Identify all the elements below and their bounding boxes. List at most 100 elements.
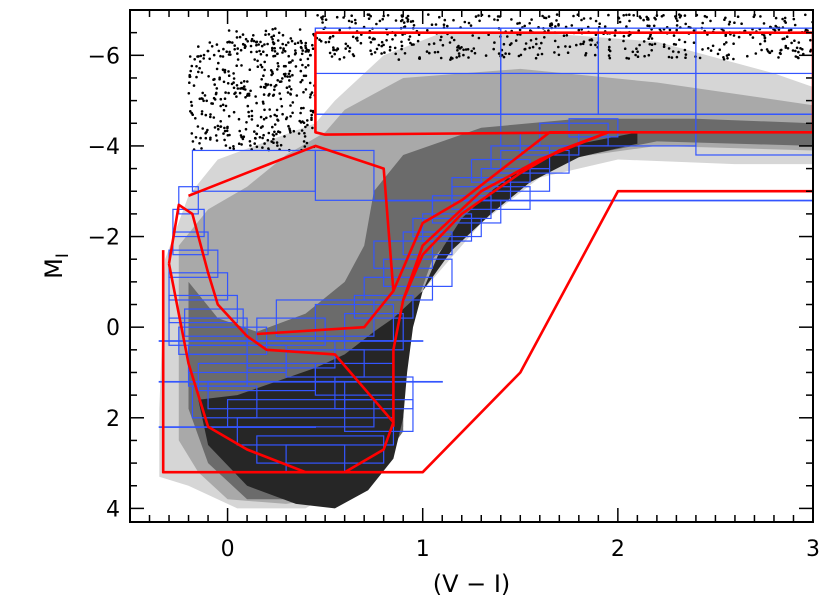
scatter-point — [438, 15, 441, 19]
scatter-point — [408, 35, 412, 38]
scatter-point — [402, 21, 406, 24]
scatter-point — [568, 45, 572, 48]
scatter-point — [797, 41, 801, 44]
scatter-point — [232, 145, 235, 148]
scatter-point — [336, 47, 339, 50]
scatter-point — [219, 54, 222, 58]
scatter-point — [263, 43, 266, 46]
scatter-point — [265, 53, 269, 57]
scatter-point — [547, 29, 550, 32]
scatter-point — [271, 49, 274, 52]
scatter-point — [260, 65, 264, 69]
scatter-point — [529, 29, 532, 32]
scatter-point — [262, 117, 266, 121]
scatter-point — [650, 43, 654, 46]
scatter-point — [784, 46, 788, 49]
scatter-point — [275, 114, 279, 118]
density-region-core — [198, 132, 638, 509]
scatter-point — [273, 85, 277, 88]
scatter-point — [722, 56, 725, 59]
scatter-point — [309, 109, 313, 113]
y-axis-title-main: M — [40, 258, 68, 279]
scatter-point — [208, 41, 212, 44]
scatter-point — [259, 63, 263, 67]
scatter-point — [331, 34, 335, 38]
scatter-point — [217, 49, 221, 53]
scatter-point — [310, 116, 313, 120]
grid-box — [191, 385, 258, 419]
scatter-point — [209, 115, 212, 119]
red-blue-loop-region — [188, 144, 395, 336]
scatter-point — [214, 92, 218, 96]
scatter-point — [276, 68, 279, 71]
scatter-point — [590, 38, 593, 41]
scatter-point — [262, 50, 265, 53]
scatter-point — [436, 50, 440, 54]
scatter-point — [566, 51, 570, 54]
scatter-point — [267, 147, 270, 150]
scatter-point — [554, 25, 557, 28]
scatter-point — [417, 33, 421, 36]
scatter-point — [589, 17, 592, 20]
scatter-point — [262, 93, 266, 96]
scatter-point — [224, 91, 227, 94]
scatter-point — [206, 49, 210, 53]
scatter-point — [287, 41, 290, 44]
scatter-point — [200, 147, 203, 150]
ticks-layer — [129, 9, 814, 522]
scatter-point — [496, 18, 500, 22]
scatter-point — [255, 145, 259, 149]
scatter-point — [575, 43, 578, 47]
scatter-point — [311, 47, 315, 50]
scatter-point — [263, 60, 267, 64]
scatter-point — [732, 57, 735, 61]
scatter-point — [304, 66, 308, 69]
scatter-point — [555, 13, 559, 16]
scatter-point — [672, 42, 676, 46]
scatter-point — [732, 34, 736, 37]
scatter-point — [580, 28, 583, 31]
scatter-point — [263, 142, 266, 145]
scatter-point — [286, 75, 289, 78]
tick-labels: 0 1 2 3 −6 −4 −2 0 2 4 — [88, 44, 820, 562]
scatter-point — [227, 70, 230, 73]
scatter-point — [508, 43, 512, 47]
scatter-point — [462, 53, 465, 57]
scatter-point — [289, 88, 293, 91]
y-tick-label: −4 — [88, 135, 120, 160]
scatter-point — [258, 136, 262, 139]
scatter-point — [543, 16, 546, 20]
scatter-point — [579, 42, 582, 46]
scatter-point — [382, 43, 385, 47]
scatter-point — [270, 70, 274, 74]
scatter-point — [284, 64, 287, 68]
scatter-point — [293, 42, 297, 45]
scatter-point — [196, 125, 200, 128]
scatter-point — [302, 106, 305, 110]
scatter-point — [197, 70, 200, 74]
scatter-point — [259, 40, 262, 44]
scatter-point — [280, 105, 284, 108]
scatter-point — [584, 53, 587, 57]
scatter-point — [215, 87, 219, 90]
scatter-point — [216, 124, 220, 128]
scatter-point — [233, 44, 236, 47]
scatter-point — [305, 141, 309, 145]
scatter-point — [310, 118, 313, 121]
scatter-point — [472, 47, 476, 50]
scatter-point — [786, 47, 790, 50]
scatter-point — [235, 30, 238, 33]
scatter-point — [367, 17, 371, 21]
scatter-point — [246, 94, 249, 97]
scatter-point — [393, 46, 397, 50]
scatter-point — [418, 56, 421, 59]
scatter-point — [273, 47, 277, 50]
scatter-point — [234, 91, 237, 94]
scatter-point — [368, 36, 371, 39]
scatter-point — [279, 46, 282, 50]
scatter-point — [237, 117, 241, 121]
scatter-point — [523, 24, 526, 28]
scatter-point — [477, 36, 481, 40]
scatter-point — [373, 51, 377, 54]
scatter-point — [219, 120, 222, 123]
